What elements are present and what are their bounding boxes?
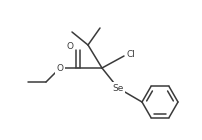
Text: O: O bbox=[66, 41, 74, 51]
Text: O: O bbox=[57, 64, 63, 73]
Text: Se: Se bbox=[112, 83, 124, 93]
Text: Cl: Cl bbox=[127, 50, 135, 59]
